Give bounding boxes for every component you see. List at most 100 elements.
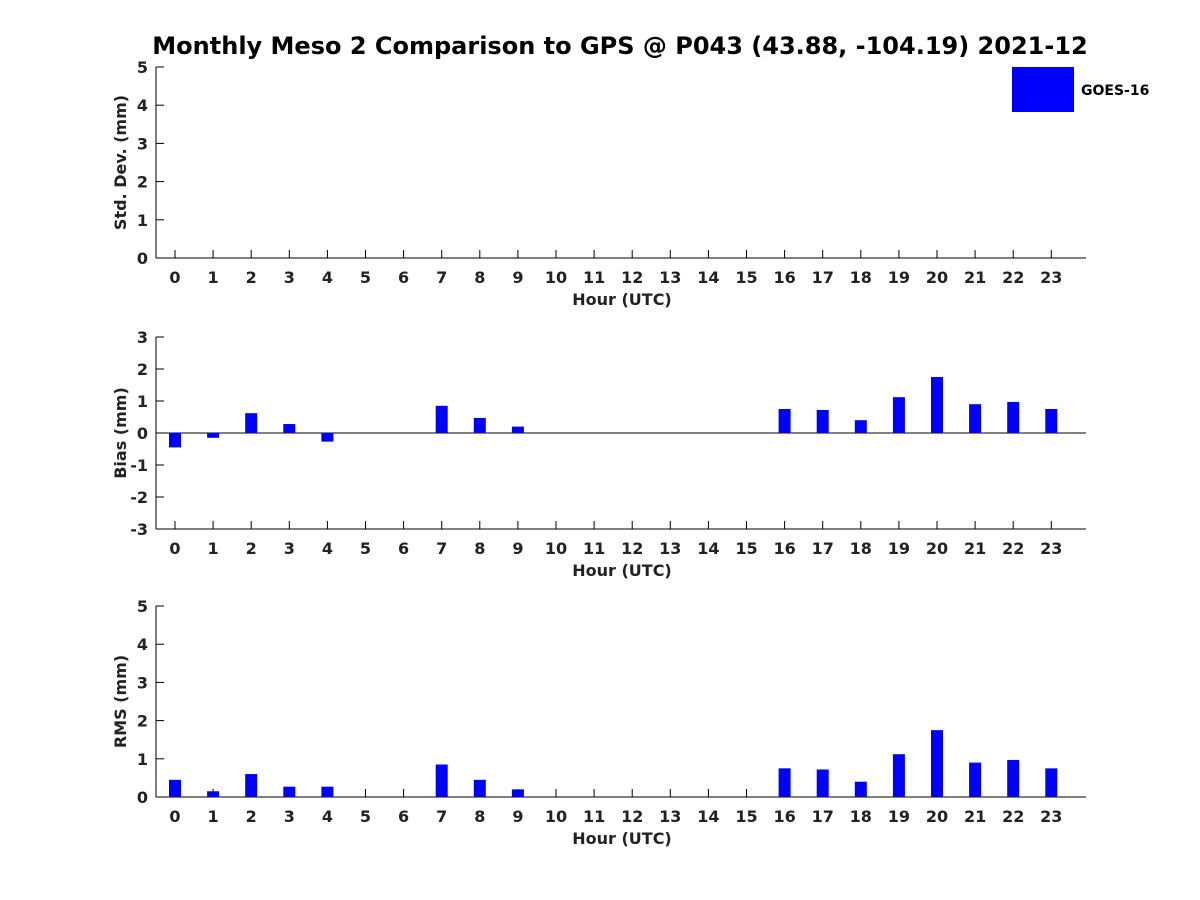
x-tick-label: 18	[850, 539, 872, 558]
x-tick-label: 0	[169, 539, 180, 558]
x-tick-label: 18	[850, 807, 872, 826]
bias-bar-hour-9	[511, 426, 524, 433]
x-tick-label: 22	[1002, 268, 1024, 287]
x-tick-label: 5	[360, 268, 371, 287]
y-tick-label: 2	[137, 173, 148, 192]
x-tick-label: 9	[512, 268, 523, 287]
x-tick-label: 5	[360, 807, 371, 826]
x-tick-label: 11	[583, 268, 605, 287]
x-tick-label: 2	[246, 807, 257, 826]
x-tick-label: 14	[697, 807, 719, 826]
y-tick-label: 0	[137, 249, 148, 268]
rms-bar-hour-7	[435, 764, 448, 797]
x-tick-label: 17	[812, 807, 834, 826]
x-tick-label: 22	[1002, 539, 1024, 558]
rms-bar-hour-20	[931, 730, 943, 797]
rms-bar-hour-2	[245, 774, 258, 797]
y-tick-label: 5	[137, 597, 148, 616]
x-tick-label: 7	[436, 268, 447, 287]
chart-title: Monthly Meso 2 Comparison to GPS @ P043 …	[152, 32, 1087, 60]
x-tick-label: 14	[697, 539, 719, 558]
rms-bar-hour-21	[969, 762, 982, 797]
y-tick-label: 0	[137, 788, 148, 807]
y-tick-label: 2	[137, 360, 148, 379]
x-tick-label: 8	[474, 807, 485, 826]
bias-bar-hour-17	[816, 409, 829, 433]
rms-bar-hour-16	[778, 768, 791, 797]
x-tick-label: 19	[888, 807, 910, 826]
x-tick-label: 16	[773, 807, 795, 826]
x-tick-label: 2	[246, 539, 257, 558]
rms-bar-hour-9	[511, 789, 524, 797]
x-tick-label: 14	[697, 268, 719, 287]
x-tick-label: 21	[964, 807, 986, 826]
x-tick-label: 12	[621, 807, 643, 826]
y-tick-label: 0	[137, 424, 148, 443]
x-tick-label: 9	[512, 807, 523, 826]
x-tick-label: 2	[246, 268, 257, 287]
x-tick-label: 20	[926, 807, 948, 826]
bias-bar-hour-22	[1007, 401, 1020, 433]
x-tick-label: 3	[284, 268, 295, 287]
x-tick-label: 10	[545, 539, 567, 558]
bias-bar-hour-0	[169, 433, 181, 448]
x-tick-label: 3	[284, 807, 295, 826]
bias-bar-hour-3	[283, 424, 296, 433]
x-tick-label: 20	[926, 268, 948, 287]
x-tick-label: 6	[398, 268, 409, 287]
x-tick-label: 7	[436, 539, 447, 558]
y-tick-label: 4	[137, 96, 148, 115]
x-tick-label: 4	[322, 539, 333, 558]
rms-bar-hour-19	[892, 754, 905, 797]
x-tick-label: 15	[735, 268, 757, 287]
bias-bar-hour-18	[854, 420, 867, 433]
x-tick-label: 1	[208, 539, 219, 558]
y-tick-label: -2	[130, 488, 148, 507]
legend-label-goes-16: GOES-16	[1081, 83, 1149, 99]
x-tick-label: 7	[436, 807, 447, 826]
x-tick-label: 0	[169, 807, 180, 826]
x-tick-label: 0	[169, 268, 180, 287]
y-tick-label: 3	[137, 134, 148, 153]
bias-bar-hour-21	[969, 404, 982, 433]
x-tick-label: 1	[208, 807, 219, 826]
rms-bar-hour-23	[1045, 768, 1058, 797]
rms-bar-hour-18	[854, 781, 867, 797]
x-tick-label: 4	[322, 807, 333, 826]
x-tick-label: 15	[735, 539, 757, 558]
legend-swatch-goes-16	[1012, 67, 1074, 112]
rms-bar-hour-4	[321, 786, 334, 797]
bias-bar-hour-1	[207, 433, 220, 438]
x-tick-label: 17	[812, 539, 834, 558]
y-tick-label: 2	[137, 712, 148, 731]
y-tick-label: 3	[137, 328, 148, 347]
x-tick-label: 21	[964, 539, 986, 558]
x-tick-label: 3	[284, 539, 295, 558]
x-tick-label: 11	[583, 539, 605, 558]
x-tick-label: 8	[474, 539, 485, 558]
x-tick-label: 19	[888, 268, 910, 287]
y-axis-label: Bias (mm)	[111, 387, 130, 479]
bias-bar-hour-23	[1045, 409, 1058, 433]
bias-bar-hour-20	[931, 377, 943, 433]
bias-bar-hour-16	[778, 409, 791, 433]
x-tick-label: 12	[621, 268, 643, 287]
x-tick-label: 17	[812, 268, 834, 287]
x-tick-label: 8	[474, 268, 485, 287]
x-tick-label: 13	[659, 268, 681, 287]
y-axis-label: Std. Dev. (mm)	[111, 95, 130, 230]
x-axis-label: Hour (UTC)	[572, 829, 672, 848]
x-tick-label: 4	[322, 268, 333, 287]
legend: GOES-16	[1012, 67, 1149, 112]
bias-bar-hour-7	[435, 405, 448, 433]
x-tick-label: 15	[735, 807, 757, 826]
x-tick-label: 13	[659, 807, 681, 826]
rms-bar-hour-8	[473, 779, 486, 797]
rms-bar-hour-17	[816, 769, 829, 797]
x-tick-label: 10	[545, 268, 567, 287]
x-tick-label: 11	[583, 807, 605, 826]
